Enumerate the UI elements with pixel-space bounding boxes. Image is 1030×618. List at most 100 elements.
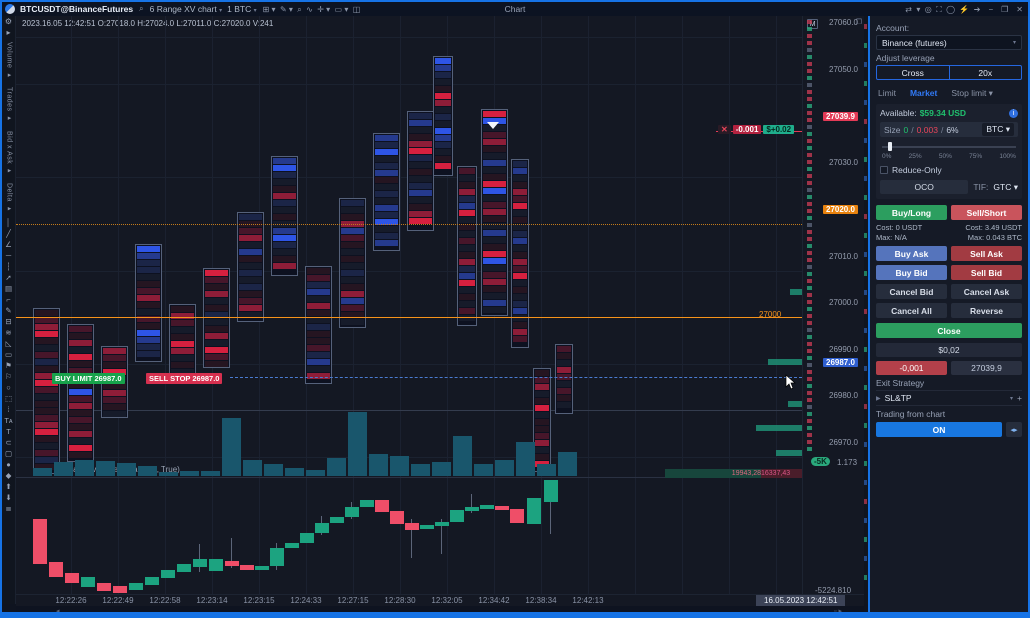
expand-arrow-icon[interactable]: ▸ — [6, 28, 11, 37]
exit-strategy-value[interactable]: SL&TP — [884, 393, 912, 403]
footprint-candle[interactable] — [271, 156, 298, 276]
arrow-up-marker-tool-icon[interactable]: ⬆ — [5, 481, 12, 491]
channel-tool-icon[interactable]: ▤ — [4, 283, 13, 293]
tab-stop-limit-[interactable]: Stop limit ▾ — [951, 88, 993, 98]
cancel-all-button[interactable]: Cancel All — [876, 303, 947, 318]
footprint-candle[interactable] — [533, 368, 551, 472]
dots-tool-icon[interactable]: ⁞ — [7, 404, 10, 414]
info-icon[interactable]: i — [1009, 108, 1018, 118]
footprint-candle[interactable] — [135, 244, 162, 362]
position-price[interactable]: 27039,9 — [951, 361, 1022, 375]
add-icon[interactable]: ✛ ▾ — [317, 4, 331, 14]
footprint-candle[interactable] — [33, 308, 60, 474]
margin-mode-button[interactable]: Cross — [901, 67, 924, 78]
footprint-candle[interactable] — [481, 109, 508, 316]
footprint-candle[interactable] — [373, 133, 400, 251]
pin-icon[interactable]: ➔ — [973, 4, 981, 14]
reduce-only-checkbox[interactable] — [880, 166, 888, 174]
ray-tool-icon[interactable]: ┆ — [6, 261, 11, 271]
zoom-icon[interactable]: ⌕ — [297, 4, 302, 14]
layout-panel-icon[interactable]: ▭ ▾ — [334, 4, 349, 14]
footprint-candle[interactable] — [457, 166, 477, 326]
axis-popout-icon[interactable]: ❐ — [855, 19, 862, 26]
tab-market[interactable]: Market — [909, 88, 938, 98]
dot-marker-tool-icon[interactable]: ● — [6, 459, 11, 469]
wave-tool-icon[interactable]: ≋ — [5, 327, 12, 337]
buy-limit-order-label[interactable]: BUY LIMIT 26987.0 — [52, 373, 125, 384]
footprint-candle[interactable] — [511, 159, 529, 348]
tab-limit[interactable]: Limit — [878, 88, 896, 98]
trading-from-chart-toggle[interactable]: ON — [876, 422, 1002, 437]
rectangle-tool-icon[interactable]: ▭ — [4, 349, 13, 359]
list-tool-icon[interactable]: ≣ — [5, 503, 12, 513]
cancel-bid-button[interactable]: Cancel Bid — [876, 284, 947, 299]
chart-plot-area[interactable]: 2023.16.05 12:42:51 O:27018.0 H:27024.0 … — [16, 16, 802, 594]
chart-type-dropdown[interactable]: 6 Range XV chart ▾ — [149, 4, 223, 14]
close-position-button[interactable]: Close — [876, 323, 1022, 338]
tif-dropdown[interactable]: GTC ▾ — [993, 181, 1018, 192]
footprint-candle[interactable] — [305, 266, 332, 384]
draw-icon[interactable]: ✎ ▾ — [279, 4, 293, 14]
price-label-tool-icon[interactable]: ▢ — [4, 448, 13, 458]
footprint-candle[interactable] — [169, 304, 196, 382]
scroll-left-icon[interactable]: ◂ — [56, 607, 60, 615]
toggle-extra-icon[interactable]: ◂▸ — [1006, 422, 1022, 437]
time-axis[interactable]: 12:22:26 12:22:49 12:22:58 12:23:14 12:23:15… — [16, 594, 864, 606]
slider-knob[interactable] — [888, 142, 892, 151]
add-strategy-icon[interactable]: + — [1017, 393, 1022, 403]
sell-bid-button[interactable]: Sell Bid — [951, 265, 1022, 280]
indicator-icon[interactable]: ∿ — [306, 4, 313, 14]
footprint-candle[interactable] — [339, 198, 366, 328]
chart-settings-icon[interactable]: ⚙ — [4, 17, 13, 26]
chevron-down-icon[interactable]: ▾ — [1010, 395, 1014, 402]
trend-line-tool-icon[interactable]: ╱ — [6, 228, 11, 238]
brush-tool-icon[interactable]: ✎ — [5, 305, 12, 315]
footprint-candle[interactable] — [433, 56, 453, 176]
chart-scrollbar[interactable]: ◂ ▫ ▸ — [16, 606, 864, 616]
layout-grid-icon[interactable]: ⊞ ▾ — [262, 4, 276, 14]
vertical-line-tool-icon[interactable]: │ — [6, 217, 11, 227]
leverage-button[interactable]: 20x — [948, 66, 1022, 79]
fullscreen-icon[interactable]: ⛶ — [936, 4, 942, 14]
close-position-icon[interactable]: ✕ — [718, 125, 731, 134]
close-icon[interactable]: ✕ — [1016, 4, 1023, 14]
sidebar-label-delta[interactable]: Delta ▸ — [5, 183, 13, 213]
split-view-icon[interactable]: ◫ — [352, 4, 361, 14]
unit-dropdown[interactable]: 1 BTC ▾ — [227, 4, 257, 14]
arrow-tool-icon[interactable]: ➚ — [5, 272, 12, 282]
sell-short-button[interactable]: Sell/Short — [951, 205, 1022, 220]
text-anchored-tool-icon[interactable]: Tᴀ — [4, 415, 13, 425]
diamond-marker-tool-icon[interactable]: ◆ — [5, 470, 12, 480]
horizontal-line-tool-icon[interactable]: ─ — [5, 250, 12, 260]
footprint-candle[interactable] — [67, 324, 94, 462]
size-input[interactable]: Size 0/ 0.003/ 6% BTC ▾ — [880, 122, 1018, 137]
text-tool-icon[interactable]: T — [6, 426, 11, 436]
account-select[interactable]: Binance (futures) ▾ — [876, 35, 1022, 50]
sidebar-label-bid-x-ask[interactable]: Bid x Ask ▸ — [5, 130, 13, 176]
sidebar-label-volume[interactable]: Volume ▸ — [5, 42, 13, 80]
caret-icon[interactable]: ▾ — [916, 4, 921, 14]
magnet-mode-icon[interactable]: M — [807, 19, 818, 29]
restore-icon[interactable]: ❐ — [1001, 4, 1009, 14]
footprint-candle[interactable] — [555, 344, 573, 414]
flag-buy-tool-icon[interactable]: ⚑ — [5, 360, 12, 370]
cancel-ask-button[interactable]: Cancel Ask — [951, 284, 1022, 299]
position-chart-label[interactable]: ✕ -0.001 $+0.02 — [718, 125, 795, 134]
expand-icon[interactable]: ▶ — [876, 395, 881, 402]
symbol-label[interactable]: BTCUSDT@BinanceFutures — [20, 4, 134, 14]
flash-icon[interactable]: ⚡ — [959, 4, 970, 14]
sell-stop-order-label[interactable]: SELL STOP 26987.0 — [146, 373, 223, 384]
reverse-button[interactable]: Reverse — [951, 303, 1022, 318]
pitchfork-tool-icon[interactable]: ⌐ — [6, 294, 11, 304]
sidebar-label-trades[interactable]: Trades ▸ — [5, 87, 13, 123]
triangle-tool-icon[interactable]: ◺ — [5, 338, 12, 348]
arrow-down-marker-tool-icon[interactable]: ⬇ — [5, 492, 12, 502]
ellipse-tool-icon[interactable]: ○ — [6, 382, 11, 392]
buy-ask-button[interactable]: Buy Ask — [876, 246, 947, 261]
flag-sell-tool-icon[interactable]: ⚐ — [5, 371, 12, 381]
footprint-candle[interactable] — [203, 268, 230, 368]
fib-tool-icon[interactable]: ⊟ — [5, 316, 12, 326]
angle-tool-icon[interactable]: ∠ — [5, 239, 12, 249]
position-qty[interactable]: -0,001 — [876, 361, 947, 375]
callout-tool-icon[interactable]: ⊂ — [5, 437, 12, 447]
